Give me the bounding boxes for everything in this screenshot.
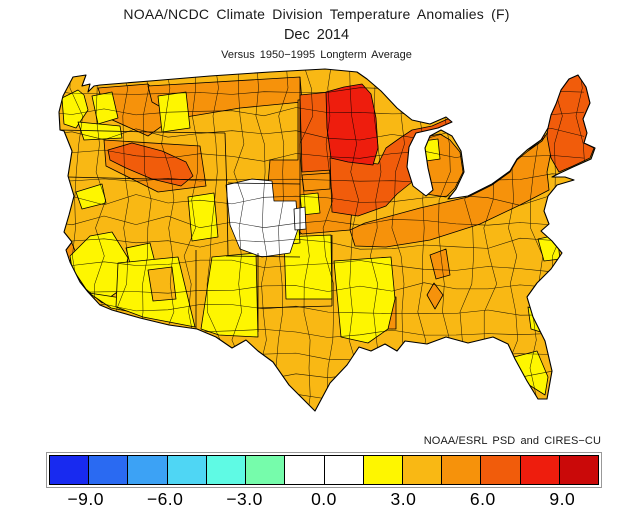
map-region-midwest-ohio-valley-belt	[349, 129, 554, 248]
map-region-appalachian-cell-2	[426, 282, 444, 310]
us-choropleth-map	[58, 68, 596, 412]
colorbar-cell	[480, 455, 521, 485]
colorbar-cell	[245, 455, 286, 485]
colorbar	[46, 452, 602, 488]
colorbar-tick-label: 0.0	[311, 489, 337, 509]
colorbar-cell	[49, 455, 90, 485]
colorbar-tick-label: 3.0	[390, 489, 417, 509]
figure-date: Dec 2014	[283, 27, 350, 43]
map-region-oregon-south	[75, 183, 107, 210]
colorbar-cell	[401, 455, 443, 485]
map-region-central-nebraska-cell	[301, 172, 331, 192]
colorbar-cell	[362, 455, 403, 485]
colorbar-cell	[127, 455, 168, 485]
figure-title: NOAA/NCDC Climate Division Temperature A…	[123, 6, 510, 22]
colorbar-cell	[88, 455, 129, 485]
colorbar-tick-label: 6.0	[469, 489, 496, 509]
title-block: NOAA/NCDC Climate Division Temperature A…	[0, 6, 633, 61]
map-region-sw-montana-idaho-band	[107, 142, 194, 187]
colorbar-cell	[323, 455, 364, 485]
map-region-utah-cells	[187, 192, 219, 242]
colorbar-cell	[441, 455, 482, 485]
colorbar-cell	[166, 455, 207, 485]
map-region-ozarks-lower-mississippi	[333, 256, 396, 344]
colorbar-tick-label: −6.0	[146, 489, 184, 509]
colorbar-cell	[558, 455, 600, 485]
state-borders	[59, 77, 333, 332]
colorbar-tick-label: 9.0	[549, 489, 576, 509]
attribution-text: NOAA/ESRL PSD and CIRES−CU	[423, 435, 601, 447]
colorbar-tick-label: −3.0	[226, 489, 263, 509]
us-outline	[58, 68, 596, 412]
map-region-minnesota-north-dakota-east	[325, 83, 379, 166]
colorbar-tick-label: −9.0	[67, 489, 104, 509]
colorbar-tick-labels: −9.0 −6.0 −3.0 0.0 3.0 6.0 9.0	[46, 489, 602, 513]
colorbar-cell	[519, 455, 560, 485]
map-region-pacific-northwest-coast	[61, 89, 89, 129]
colorbar-cell	[284, 455, 325, 485]
colorbar-cell	[205, 455, 247, 485]
figure-baseline-note: Versus 1950−1995 Longterm Average	[221, 49, 412, 61]
map-region-new-mexico-east	[200, 252, 259, 338]
colorbar-cells	[49, 455, 600, 485]
